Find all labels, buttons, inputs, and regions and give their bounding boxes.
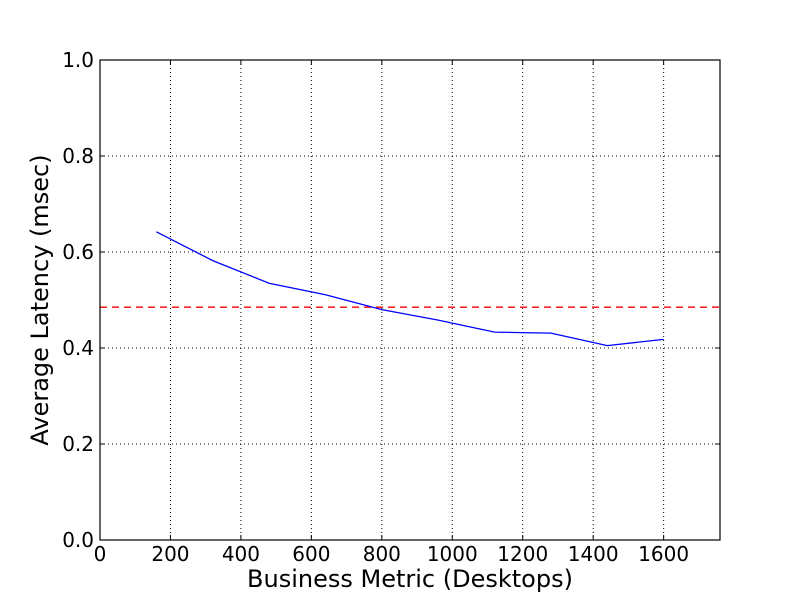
y-tick-label: 0.8 bbox=[62, 144, 94, 168]
x-tick-label: 200 bbox=[151, 542, 189, 566]
y-axis-title: Average Latency (msec) bbox=[26, 154, 54, 445]
x-tick-label: 400 bbox=[222, 542, 260, 566]
x-tick-label: 1200 bbox=[497, 542, 548, 566]
series-line bbox=[156, 231, 664, 347]
x-tick-label: 0 bbox=[94, 542, 107, 566]
plot-frame bbox=[99, 59, 721, 541]
x-tick-label: 1000 bbox=[427, 542, 478, 566]
axes bbox=[99, 59, 721, 541]
x-tick-label: 1600 bbox=[638, 542, 689, 566]
y-tick-label: 0.4 bbox=[62, 336, 94, 360]
x-axis-title: Business Metric (Desktops) bbox=[247, 565, 573, 593]
y-tick-label: 0.6 bbox=[62, 240, 94, 264]
y-tick-label: 1.0 bbox=[62, 48, 94, 72]
x-tick-label: 600 bbox=[292, 542, 330, 566]
grid-lines bbox=[99, 59, 720, 541]
x-tick-label: 800 bbox=[363, 542, 401, 566]
y-tick-label: 0.2 bbox=[62, 432, 94, 456]
data-series bbox=[156, 231, 664, 347]
tick-labels: 0 200 400 600 800 1000 1200 1400 1600 0.0 0.2 0.4 0.… bbox=[62, 48, 689, 566]
x-tick-label: 1400 bbox=[568, 542, 619, 566]
y-tick-label: 0.0 bbox=[62, 528, 94, 552]
